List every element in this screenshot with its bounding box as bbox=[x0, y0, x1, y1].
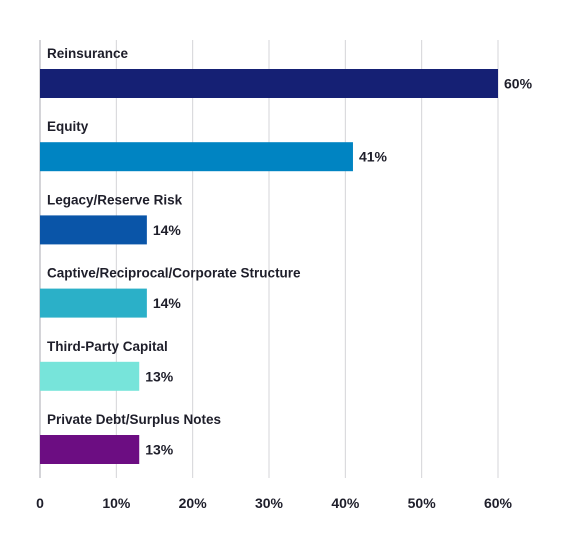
value-label: 13% bbox=[145, 368, 174, 384]
labels: Reinsurance 60% Equity 41% Legacy/Reserve Ri… bbox=[47, 46, 533, 458]
gridlines bbox=[39, 40, 499, 478]
value-label: 41% bbox=[359, 149, 388, 165]
category-label: Reinsurance bbox=[47, 46, 129, 61]
value-label: 60% bbox=[504, 76, 533, 92]
x-tick-label: 20% bbox=[179, 495, 208, 511]
category-label: Private Debt/Surplus Notes bbox=[47, 412, 221, 427]
bar-reinsurance bbox=[40, 69, 498, 98]
x-tick-label: 40% bbox=[331, 495, 360, 511]
value-label: 14% bbox=[153, 222, 182, 238]
bar-captive-reciprocal-corporate-structure bbox=[40, 288, 147, 318]
bar-private-debt-surplus-notes bbox=[40, 435, 140, 464]
category-label: Legacy/Reserve Risk bbox=[47, 192, 183, 207]
category-label: Captive/Reciprocal/Corporate Structure bbox=[47, 266, 301, 281]
bar-legacy-reserve-risk bbox=[40, 215, 147, 245]
x-tick-label: 30% bbox=[255, 495, 284, 511]
bars bbox=[40, 69, 498, 464]
bar-equity bbox=[40, 142, 353, 172]
x-tick-label: 60% bbox=[484, 495, 513, 511]
category-label: Equity bbox=[47, 119, 89, 134]
category-label: Third-Party Capital bbox=[47, 339, 168, 354]
x-tick-label: 10% bbox=[102, 495, 131, 511]
x-tick-label: 0 bbox=[36, 495, 44, 511]
x-axis-ticks: 0 10% 20% 30% 40% 50% 60% bbox=[36, 495, 512, 511]
x-tick-label: 50% bbox=[408, 495, 437, 511]
value-label: 13% bbox=[145, 442, 174, 458]
bar-third-party-capital bbox=[40, 361, 140, 391]
value-label: 14% bbox=[153, 295, 182, 311]
